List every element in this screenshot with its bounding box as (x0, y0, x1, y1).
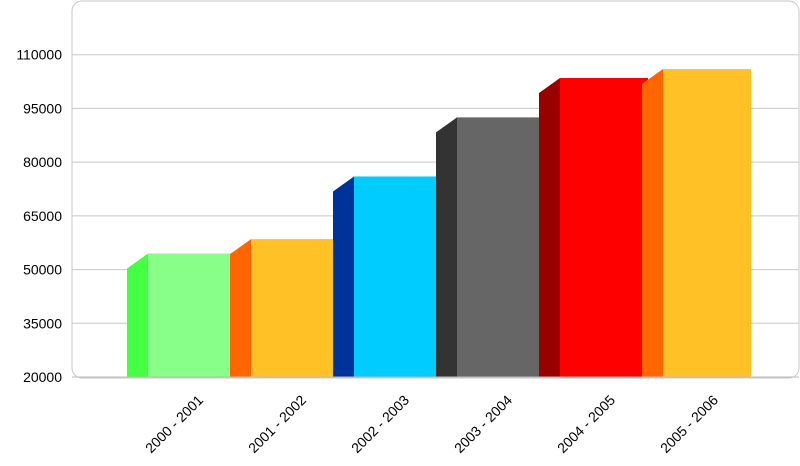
bar (457, 117, 545, 377)
x-tick-label: 2004 - 2005 (554, 392, 618, 456)
bars (127, 69, 751, 378)
bar (560, 77, 648, 377)
x-tick-label: 2002 - 2003 (348, 392, 412, 456)
bar-side-face (333, 176, 354, 377)
x-tick-label: 2003 - 2004 (451, 392, 515, 456)
y-tick-label: 95000 (23, 100, 62, 116)
x-tick-label: 2001 - 2002 (245, 392, 309, 456)
bar-side-face (230, 239, 251, 377)
y-tick-label: 80000 (23, 154, 62, 170)
bar-side-face (539, 77, 560, 377)
bar-side-face (436, 117, 457, 377)
bar (251, 239, 339, 377)
y-tick-label: 35000 (23, 315, 62, 331)
y-tick-label: 65000 (23, 208, 62, 224)
x-tick-label: 2005 - 2006 (657, 392, 721, 456)
y-tick-label: 110000 (16, 47, 62, 63)
bar-side-face (127, 253, 148, 377)
y-tick-label: 50000 (23, 262, 62, 278)
x-axis-tick-labels: 2000 - 2001 2001 - 2002 2002 - 2003 2003 - … (142, 392, 721, 456)
bar (354, 176, 442, 377)
bar (663, 69, 751, 378)
bar (148, 253, 236, 377)
bar-side-face (642, 69, 663, 378)
y-tick-label: 20000 (23, 369, 62, 385)
y-axis-tick-labels: 20000 35000 50000 65000 80000 95000 110000 (16, 47, 62, 385)
x-tick-label: 2000 - 2001 (142, 392, 206, 456)
